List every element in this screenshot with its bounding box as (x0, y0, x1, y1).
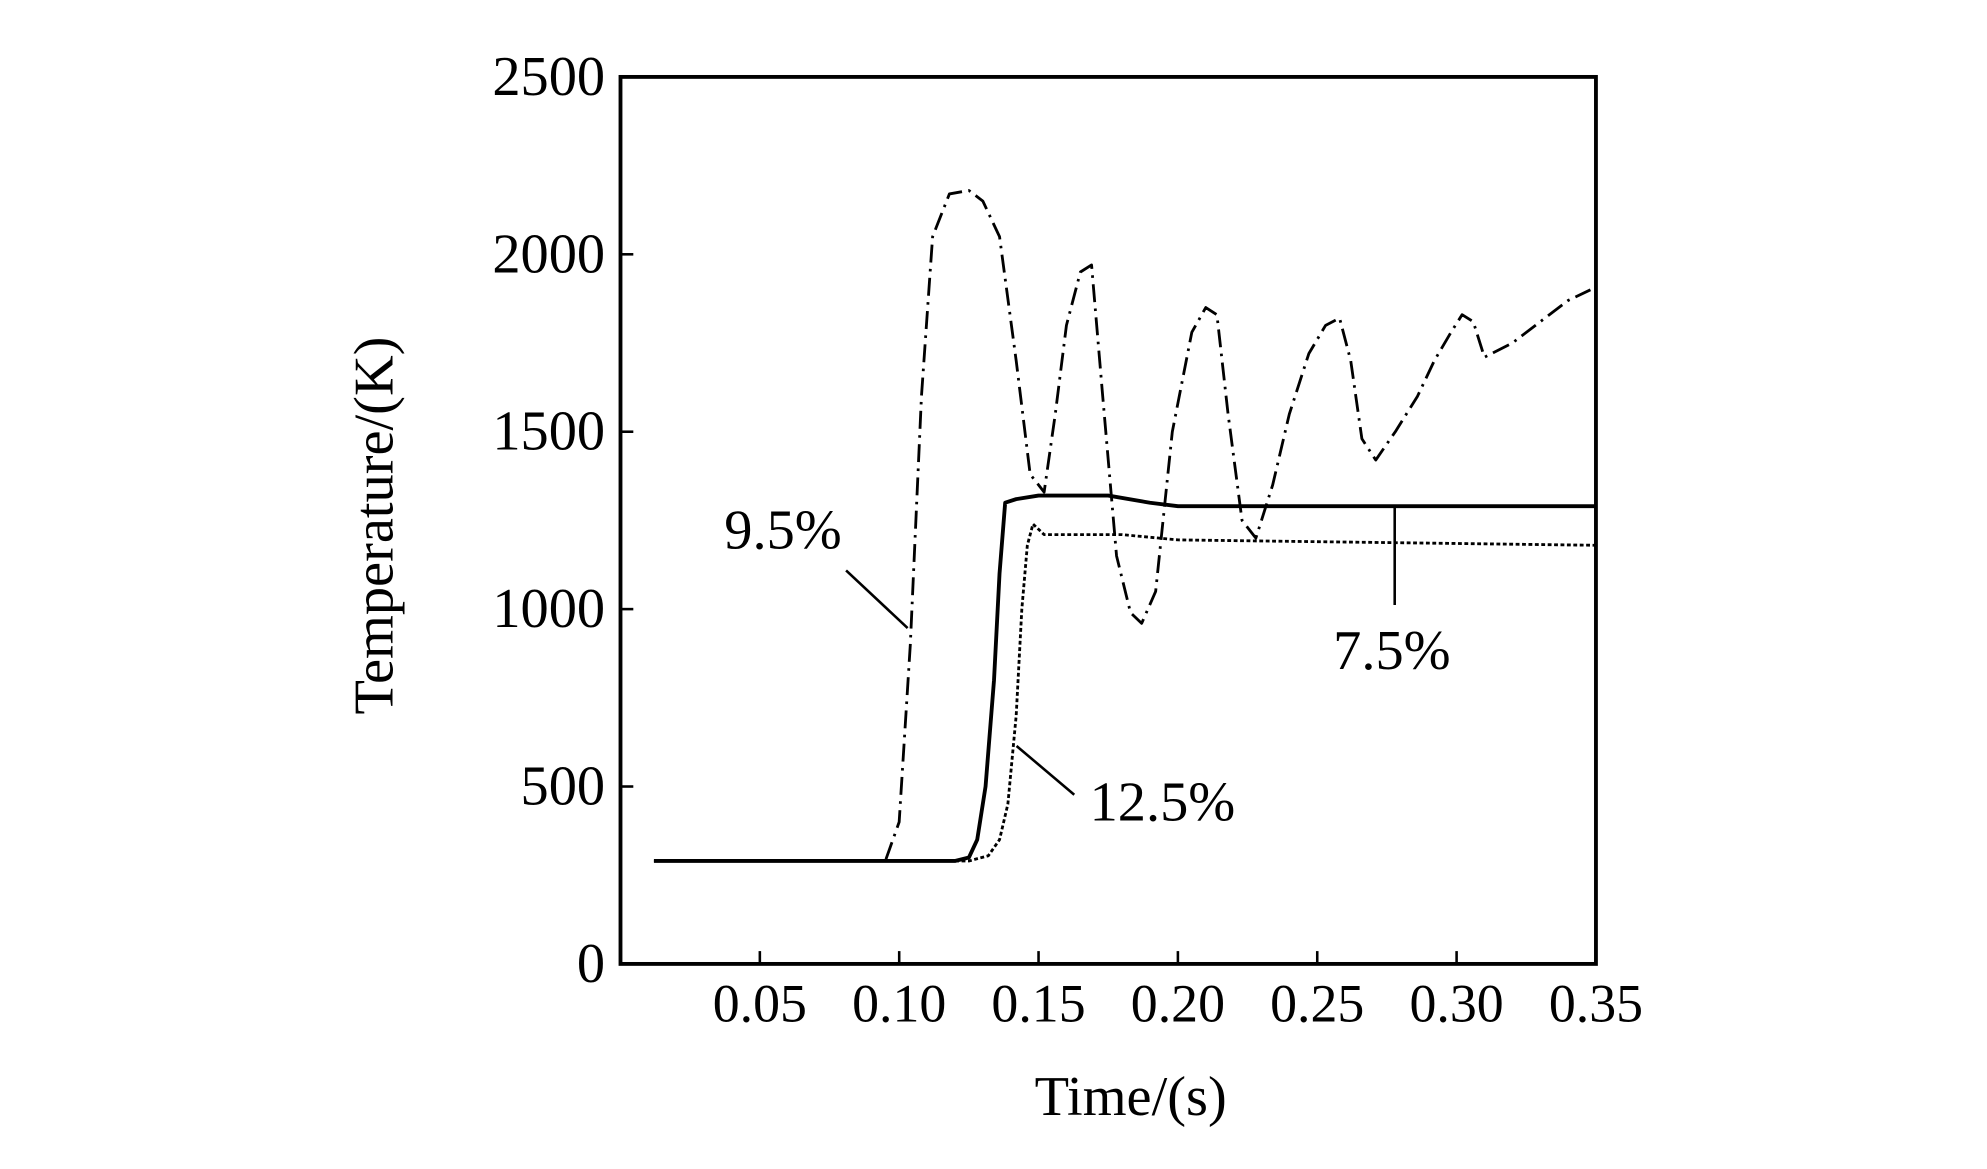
y-tick-label: 2500 (492, 46, 605, 108)
x-axis-label: Time/(s) (1035, 1066, 1227, 1128)
x-tick-label: 0.25 (1270, 974, 1364, 1034)
y-tick-label: 500 (521, 755, 606, 817)
x-tick-label: 0.15 (991, 974, 1085, 1034)
annotation-leader-12-5 (1015, 745, 1076, 796)
series-line-9-5 (653, 189, 1592, 863)
y-tick-label: 1000 (492, 578, 605, 640)
x-tick-label: 0.05 (713, 974, 807, 1034)
y-tick-label: 0 (577, 933, 605, 995)
annotation-12-5: 12.5% (1090, 771, 1236, 833)
y-tick-label: 1500 (492, 401, 605, 463)
annotation-7-5: 7.5% (1333, 620, 1450, 682)
x-tick-label: 0.35 (1549, 974, 1643, 1034)
x-tick-label: 0.10 (852, 974, 946, 1034)
series-line-7-5 (653, 493, 1596, 863)
y-axis-label: Temperature/(K) (343, 337, 405, 715)
series-line-12-5 (653, 522, 1596, 863)
plot-frame (618, 74, 1598, 966)
annotation-leader-9-5 (845, 569, 909, 630)
x-tick-label: 0.20 (1131, 974, 1225, 1034)
y-tick-label: 2000 (492, 223, 605, 285)
annotation-9-5: 9.5% (724, 500, 841, 562)
x-tick-label: 0.30 (1409, 974, 1503, 1034)
